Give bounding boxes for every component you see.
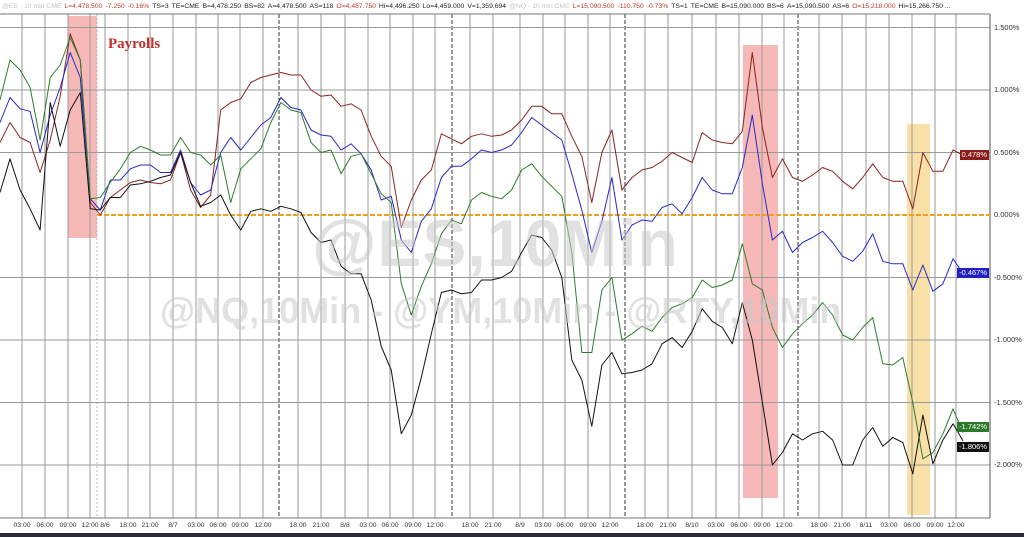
last-value-tag: -0.467% [957, 268, 989, 279]
watermark-main: @ES,10Min [312, 206, 679, 280]
nq-pct: -0.73% [646, 3, 669, 10]
x-tick-label: 12:00 [254, 522, 272, 529]
x-tick-label: 8/6 [100, 522, 110, 529]
x-tick-label: 09:00 [579, 522, 597, 529]
x-tick-label: 18:00 [810, 522, 828, 529]
x-tick-label: 12:00 [601, 522, 619, 529]
payrolls-annotation: Payrolls [108, 36, 161, 52]
x-tick-label: 8/7 [168, 522, 178, 529]
x-tick-label: 21:00 [141, 522, 159, 529]
es-bid: B=4,478.250 [202, 3, 242, 10]
es-hi: Hi=4,496.250 [378, 3, 420, 10]
x-tick-label: 8/11 [859, 522, 873, 529]
grid [0, 13, 991, 519]
nq-bs: BS=6 [767, 3, 784, 10]
nq-open: O=15,218.000 [852, 3, 896, 10]
x-tick-label: 03:00 [534, 522, 552, 529]
y-tick-label: 1.000% [994, 85, 1020, 94]
x-tick-label: 8/8 [340, 522, 350, 529]
x-tick-label: 21:00 [312, 522, 330, 529]
highlight-band [907, 124, 930, 515]
x-tick-label: 18:00 [461, 522, 479, 529]
y-tick-label: -1.000% [994, 335, 1022, 344]
x-tick-label: 09:00 [59, 522, 77, 529]
quote-header: @ES - 10 min CME L=4,478.500 -7.250 -0.1… [2, 3, 1022, 11]
series-lines [0, 33, 964, 475]
x-tick-label: 06:00 [903, 522, 921, 529]
x-tick-label: 12:00 [947, 522, 965, 529]
nq-last: L=15,090.500 [572, 3, 615, 10]
series-line-2 [0, 37, 964, 460]
es-last: L=4,478.500 [64, 3, 103, 10]
es-ts: TS=3 [152, 3, 169, 10]
last-value-tag: -1.806% [957, 441, 989, 452]
x-tick-label: 8/9 [515, 522, 525, 529]
x-tick-label: 03:00 [13, 522, 31, 529]
es-change: -7.250 [105, 3, 125, 10]
nq-ts: TS=1 [671, 3, 688, 10]
x-tick-label: 12:00 [81, 522, 99, 529]
x-tick-label: 06:00 [209, 522, 227, 529]
x-tick-label: 03:00 [880, 522, 898, 529]
x-tick-label: 21:00 [659, 522, 677, 529]
y-tick-label: 0.000% [994, 210, 1020, 219]
watermark-sub: @NQ,10Min - @YM,10Min - @RTY,10Min [160, 290, 842, 331]
es-pct: -0.16% [127, 3, 150, 10]
nq-ask: A=15,090.500 [786, 3, 830, 10]
x-tick-label: 12:00 [775, 522, 793, 529]
nq-change: -110.750 [617, 3, 644, 10]
es-as: AS=118 [309, 3, 334, 10]
x-tick-label: 09:00 [404, 522, 422, 529]
x-tick-label: 18:00 [119, 522, 137, 529]
x-tick-label: 06:00 [36, 522, 54, 529]
nq-te: TE=CME [690, 3, 719, 10]
y-tick-label: 0.500% [994, 147, 1020, 157]
nq-as: AS=6 [832, 3, 850, 10]
y-tick-label: 1.500% [994, 22, 1020, 32]
es-open: O=4,487.750 [336, 3, 376, 10]
x-tick-label: 21:00 [833, 522, 851, 529]
x-tick-label: 03:00 [359, 522, 377, 529]
es-te: TE=CME [171, 3, 200, 10]
es-vol: V=1,359,694 [467, 3, 507, 10]
horizontal-scrollbar[interactable] [0, 533, 1024, 537]
series-line-3 [0, 92, 964, 475]
x-tick-label: 8/10 [685, 522, 699, 529]
x-tick-label: 09:00 [231, 522, 249, 529]
y-tick-label: -0.500% [994, 272, 1022, 282]
x-tick-label: 03:00 [187, 522, 205, 529]
last-value-tag: -1.742% [957, 421, 989, 432]
x-tick-label: 06:00 [381, 522, 399, 529]
y-tick-label: -2.000% [994, 460, 1022, 469]
nq-hi: Hi=15,266.750 ... [898, 3, 951, 10]
es-symbol: @ES - 10 min CME [2, 3, 62, 10]
x-tick-label: 06:00 [556, 522, 574, 529]
series-line-0 [0, 33, 964, 228]
x-tick-label: 09:00 [926, 522, 944, 529]
es-bs: BS=82 [244, 3, 265, 10]
x-tick-label: 09:00 [753, 522, 771, 529]
y-tick-label: -1.500% [994, 397, 1022, 407]
es-ask: A=4,478.500 [267, 3, 307, 10]
x-tick-label: 18:00 [636, 522, 654, 529]
nq-symbol: @NQ - 10 min CME [509, 3, 570, 10]
x-tick-label: 03:00 [707, 522, 725, 529]
x-tick-label: 18:00 [289, 522, 307, 529]
series-line-1 [0, 52, 964, 292]
last-value-tag: 0.478% [959, 150, 989, 161]
x-tick-label: 21:00 [484, 522, 502, 529]
es-lo: Lo=4,459.000 [422, 3, 465, 10]
highlight-bands [68, 16, 930, 515]
x-tick-label: 12:00 [426, 522, 444, 529]
x-tick-label: 06:00 [730, 522, 748, 529]
nq-bid: B=15,090.000 [721, 3, 765, 10]
